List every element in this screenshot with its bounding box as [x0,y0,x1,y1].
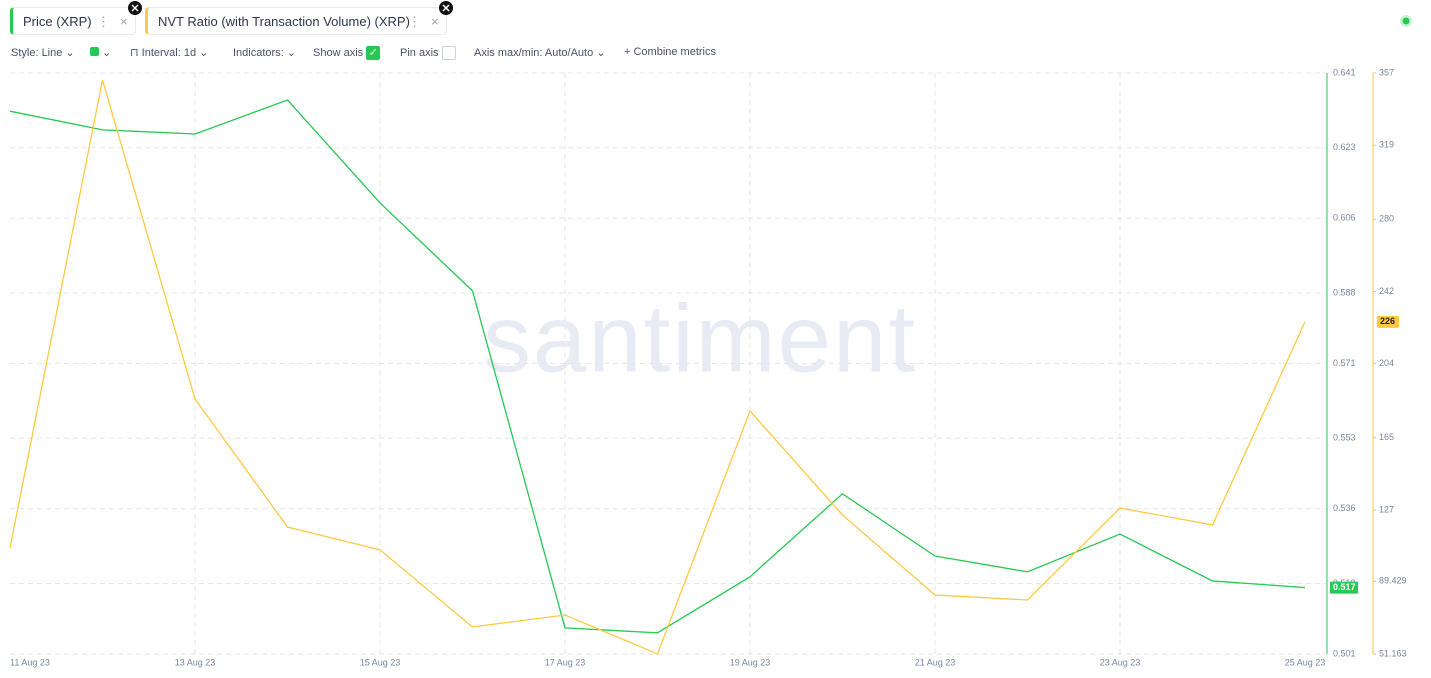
last-value-label: 0.517 [1333,582,1356,592]
tab-label: Price (XRP) [23,14,92,29]
interval-select[interactable]: ⊓ Interval: 1d ⌄ [130,47,209,59]
y-tick-label: 0.623 [1333,142,1356,152]
metric-tab[interactable]: Price (XRP) ⋮ × [10,7,136,35]
y2-tick-label: 357 [1379,67,1394,77]
label: Show axis [313,46,364,59]
label: Style: Line [11,47,63,59]
x-tick-label: 15 Aug 23 [360,657,401,667]
y-tick-label: 0.606 [1333,213,1356,223]
y2-tick-label: 127 [1379,504,1394,514]
y-tick-label: 0.571 [1333,358,1356,368]
label: Pin axis [400,46,439,59]
x-tick-label: 11 Aug 23 [10,657,50,667]
y2-tick-label: 51.163 [1379,648,1407,658]
y-tick-label: 0.501 [1333,648,1356,658]
close-icon[interactable]: × [431,14,439,29]
menu-icon[interactable]: ⋮ [408,14,421,29]
show-axis-toggle[interactable]: Show axis ✓ [313,46,381,60]
y2-tick-label: 280 [1379,214,1394,224]
last-value-label: 226 [1380,316,1395,326]
label: Axis max/min: Auto/Auto [474,47,594,59]
color-select[interactable]: ⌄ [90,46,111,59]
combine-button[interactable]: + Combine metrics [624,46,717,58]
style-select[interactable]: Style: Line ⌄ [11,47,75,59]
y2-tick-label: 165 [1379,432,1394,442]
y2-tick-label: 242 [1379,286,1394,296]
remove-button[interactable] [128,1,142,15]
x-tick-label: 23 Aug 23 [1100,657,1141,667]
axis-maxmin-select[interactable]: Axis max/min: Auto/Auto ⌄ [474,47,606,59]
label: Combine metrics [633,46,717,58]
x-tick-label: 19 Aug 23 [730,657,771,667]
metric-tab[interactable]: NVT Ratio (with Transaction Volume) (XRP… [145,7,447,35]
y2-tick-label: 89.429 [1379,576,1407,586]
label: Interval: 1d [141,47,197,59]
series-line [9,79,1306,655]
label: Indicators: [233,47,284,59]
last-value-badge [1377,315,1399,328]
x-tick-label: 17 Aug 23 [545,657,586,667]
y-tick-label: 0.641 [1333,67,1356,77]
y2-tick-label: 204 [1379,358,1394,368]
watermark: santiment [483,285,917,392]
status-dot [1400,15,1412,27]
x-tick-label: 25 Aug 23 [1285,657,1326,667]
indicators-select[interactable]: Indicators: ⌄ [233,47,297,59]
y-tick-label: 0.553 [1333,433,1356,443]
last-value-badge [1330,581,1358,594]
close-icon[interactable]: × [120,14,128,29]
y-tick-label: 0.536 [1333,503,1356,513]
y-tick-label: 0.588 [1333,287,1356,297]
tab-label: NVT Ratio (with Transaction Volume) (XRP… [158,14,410,29]
menu-icon[interactable]: ⋮ [97,14,110,29]
y2-tick-label: 319 [1379,140,1394,150]
pin-axis-toggle[interactable]: Pin axis [400,46,456,60]
series-line [9,99,1306,634]
remove-button[interactable] [439,1,453,15]
x-tick-label: 13 Aug 23 [175,657,216,667]
x-tick-label: 21 Aug 23 [915,657,956,667]
